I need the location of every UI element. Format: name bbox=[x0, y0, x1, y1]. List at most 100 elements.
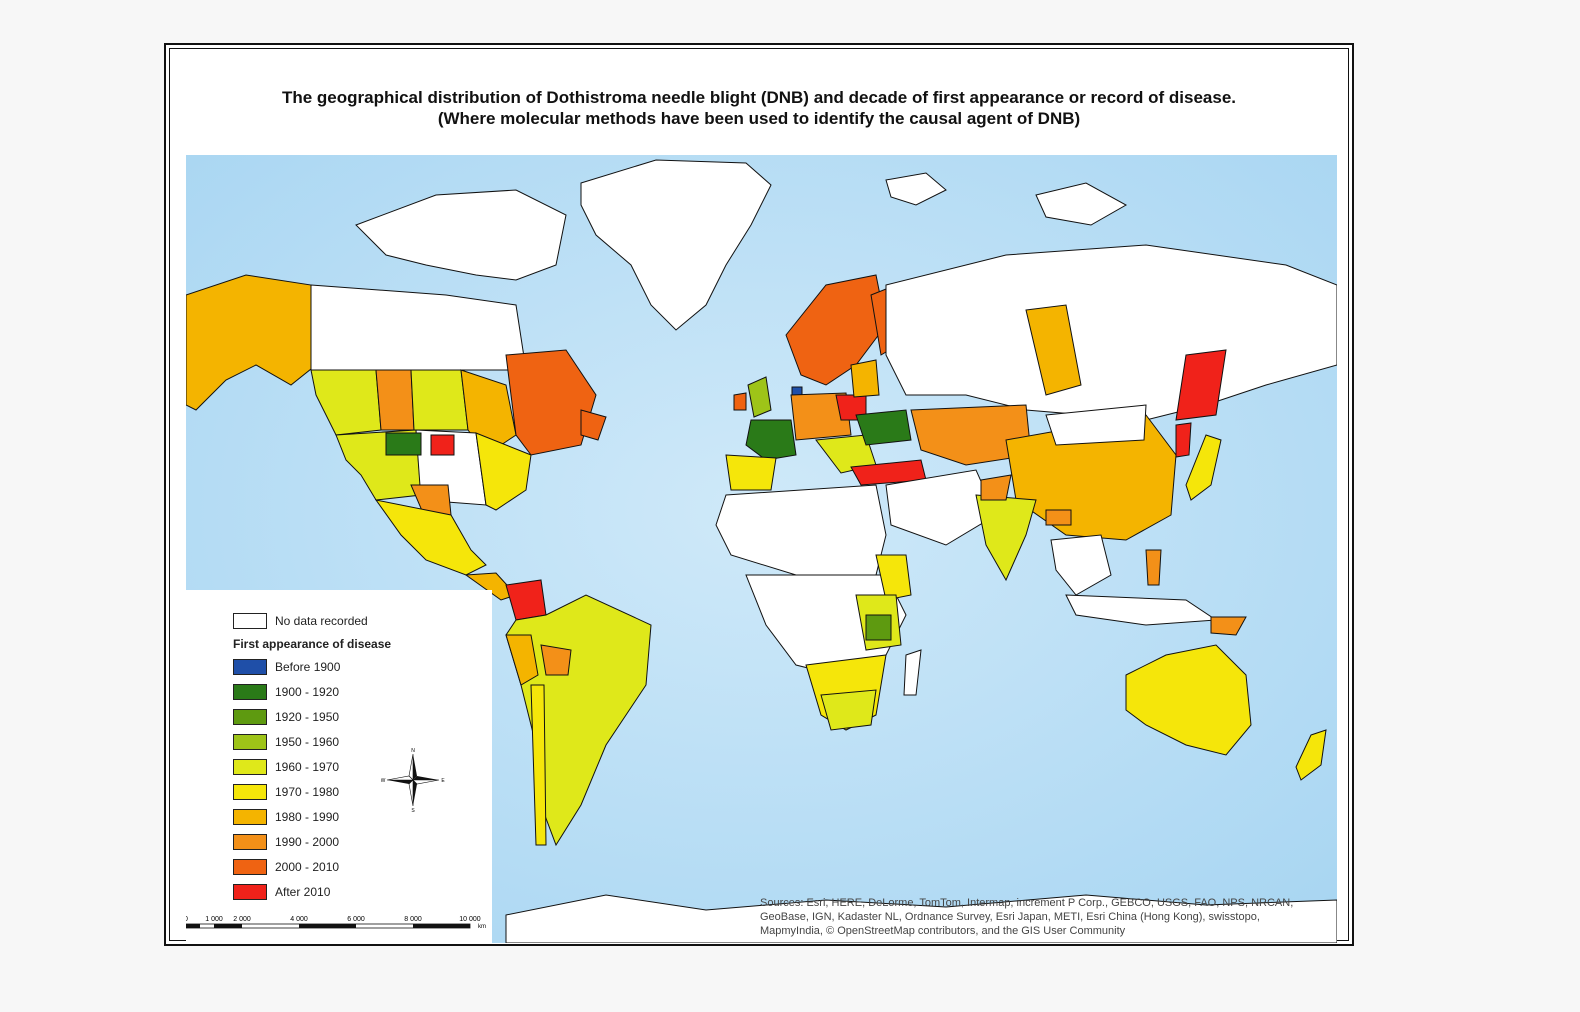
legend-swatch bbox=[233, 684, 267, 700]
legend-label-no-data: No data recorded bbox=[275, 614, 368, 628]
land-mongolia bbox=[1045, 404, 1147, 446]
legend-row: 1900 - 1920 bbox=[233, 683, 339, 701]
land-tanzania bbox=[865, 614, 892, 641]
land-bolivia bbox=[540, 644, 572, 676]
north-arrow-compass-icon: N S W E bbox=[381, 748, 445, 812]
legend-swatch bbox=[233, 734, 267, 750]
legend-label: 1950 - 1960 bbox=[275, 735, 340, 749]
land-usa-east bbox=[475, 432, 532, 511]
land-indonesia bbox=[1065, 594, 1218, 626]
scale-bar: 0 1 000 2 000 4 000 6 000 8 000 10 000 k… bbox=[186, 916, 486, 930]
legend-swatch bbox=[233, 784, 267, 800]
land-ethiopia-kenya bbox=[875, 554, 912, 601]
land-russia-far-east bbox=[1175, 349, 1227, 421]
map-title-line-1: The geographical distribution of Dothist… bbox=[281, 88, 1237, 107]
land-south-africa bbox=[820, 689, 877, 731]
land-canada-north bbox=[310, 284, 527, 371]
land-japan bbox=[1185, 434, 1222, 501]
world-map: No data recorded First appearance of dis… bbox=[186, 155, 1337, 943]
legend-label: 1990 - 2000 bbox=[275, 835, 340, 849]
legend-swatch bbox=[233, 659, 267, 675]
land-india bbox=[975, 494, 1037, 582]
land-svalbard bbox=[885, 172, 947, 206]
legend-row: 1920 - 1950 bbox=[233, 708, 339, 726]
land-mexico bbox=[374, 499, 487, 576]
scale-tick-5: 8 000 bbox=[404, 916, 422, 923]
land-papua-new-guinea bbox=[1210, 616, 1247, 636]
land-russia-siberia-region bbox=[1025, 304, 1082, 396]
legend-swatch bbox=[233, 859, 267, 875]
land-newfoundland bbox=[580, 409, 607, 441]
land-iberia bbox=[725, 454, 777, 491]
land-nepal-bhutan bbox=[1045, 509, 1072, 526]
legend-swatch bbox=[233, 834, 267, 850]
legend-label: 1970 - 1980 bbox=[275, 785, 340, 799]
land-korea bbox=[1175, 422, 1192, 458]
land-british-columbia bbox=[310, 369, 382, 436]
land-baltics bbox=[850, 359, 880, 398]
legend-swatch-no-data bbox=[233, 613, 267, 629]
compass-w: W bbox=[381, 778, 386, 784]
land-central-europe bbox=[790, 392, 852, 441]
scale-unit: km bbox=[478, 924, 486, 930]
legend-row: After 2010 bbox=[233, 883, 330, 901]
map-title-line-2: (Where molecular methods have been used … bbox=[437, 109, 1081, 128]
legend-label: After 2010 bbox=[275, 885, 331, 899]
land-philippines bbox=[1145, 549, 1162, 586]
land-uk bbox=[747, 376, 772, 418]
land-peru bbox=[505, 634, 539, 686]
compass-s: S bbox=[411, 808, 415, 812]
land-quebec bbox=[505, 349, 597, 456]
scale-tick-1: 1 000 bbox=[205, 916, 223, 923]
legend-swatch bbox=[233, 884, 267, 900]
legend-label: 1980 - 1990 bbox=[275, 810, 340, 824]
legend-row: 1970 - 1980 bbox=[233, 783, 339, 801]
land-pakistan-region bbox=[980, 474, 1012, 501]
land-usa-montana bbox=[385, 432, 422, 456]
scale-tick-0: 0 bbox=[186, 916, 188, 923]
legend-row-no-data: No data recorded bbox=[233, 612, 368, 630]
land-greenland bbox=[580, 159, 772, 331]
scale-tick-3: 4 000 bbox=[290, 916, 308, 923]
land-new-zealand bbox=[1295, 729, 1327, 781]
legend-row: 2000 - 2010 bbox=[233, 858, 339, 876]
map-layout-frame: The geographical distribution of Dothist… bbox=[164, 43, 1354, 946]
legend-row: 1990 - 2000 bbox=[233, 833, 339, 851]
land-ireland bbox=[733, 392, 747, 411]
land-alaska bbox=[186, 274, 317, 411]
legend-row: Before 1900 bbox=[233, 658, 340, 676]
land-scandinavia bbox=[785, 274, 887, 386]
land-madagascar bbox=[903, 649, 922, 696]
scale-tick-2: 2 000 bbox=[233, 916, 251, 923]
legend-heading: First appearance of disease bbox=[233, 637, 392, 651]
land-usa-dakota bbox=[430, 434, 455, 456]
legend-label: 1960 - 1970 bbox=[275, 760, 340, 774]
map-title: The geographical distribution of Dothist… bbox=[166, 87, 1352, 129]
legend-label: 2000 - 2010 bbox=[275, 860, 340, 874]
land-arctic-russia-islands bbox=[1035, 182, 1128, 226]
legend-label: 1920 - 1950 bbox=[275, 710, 340, 724]
land-kazakhstan bbox=[910, 404, 1032, 466]
land-arctic-canada bbox=[355, 189, 567, 281]
land-southeast-asia bbox=[1050, 534, 1112, 596]
scale-tick-4: 6 000 bbox=[347, 916, 365, 923]
land-chile bbox=[530, 684, 547, 846]
scale-tick-6: 10 000 bbox=[459, 916, 481, 923]
legend-swatch bbox=[233, 759, 267, 775]
map-sources-credits: Sources: Esri, HERE, DeLorme, TomTom, In… bbox=[760, 897, 1294, 937]
legend-row: 1950 - 1960 bbox=[233, 733, 339, 751]
land-antarctica bbox=[505, 894, 1337, 943]
land-middle-east bbox=[885, 469, 997, 546]
land-saskatchewan-manitoba bbox=[410, 369, 469, 431]
compass-n: N bbox=[411, 748, 415, 754]
legend-label: Before 1900 bbox=[275, 660, 341, 674]
legend-swatch bbox=[233, 809, 267, 825]
legend-swatch bbox=[233, 709, 267, 725]
legend-row: 1960 - 1970 bbox=[233, 758, 339, 776]
land-australia bbox=[1125, 644, 1252, 756]
map-legend: No data recorded First appearance of dis… bbox=[186, 590, 492, 943]
land-france bbox=[745, 419, 797, 461]
legend-label: 1900 - 1920 bbox=[275, 685, 340, 699]
land-ukraine bbox=[855, 409, 912, 446]
land-alberta bbox=[375, 369, 415, 431]
